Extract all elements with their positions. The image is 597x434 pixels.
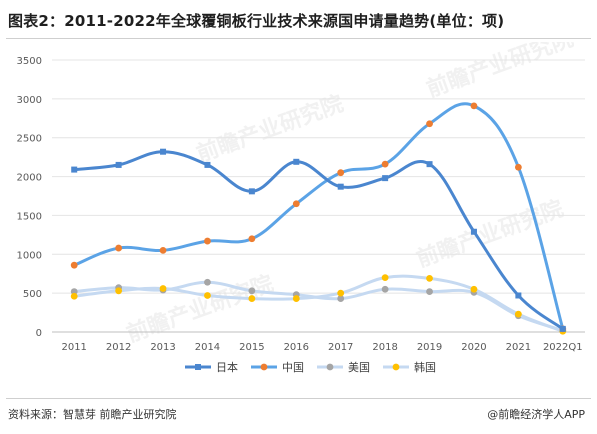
legend-label: 日本 — [216, 360, 238, 374]
data-point — [382, 175, 389, 182]
source-note: 资料来源：智慧芽 前瞻产业研究院 — [8, 408, 177, 421]
chart-title: 图表2：2011-2022年全球覆铜板行业技术来源国申请量趋势(单位：项) — [8, 12, 505, 30]
x-tick-label: 2011 — [61, 342, 86, 353]
legend-item: 美国 — [317, 361, 370, 374]
data-point — [292, 200, 300, 208]
x-tick-label: 2016 — [284, 342, 309, 353]
data-point — [248, 295, 256, 302]
data-point — [159, 247, 167, 254]
data-point — [470, 228, 477, 235]
data-point — [470, 102, 478, 110]
legend-marker — [260, 363, 268, 371]
legend-marker — [195, 364, 201, 370]
y-tick-label: 2500 — [17, 134, 42, 145]
data-point — [159, 285, 167, 292]
y-tick-label: 2000 — [17, 173, 42, 184]
y-tick-label: 1500 — [17, 211, 42, 222]
data-point — [559, 325, 566, 332]
x-tick-label: 2019 — [417, 342, 442, 353]
data-point — [381, 274, 389, 281]
legend-item: 日本 — [185, 360, 238, 374]
brand-label: @前瞻经济学人APP — [487, 408, 585, 421]
data-point — [470, 285, 478, 293]
data-point — [514, 163, 522, 171]
data-point — [160, 148, 167, 155]
data-point — [115, 161, 122, 168]
data-point — [70, 288, 78, 295]
grid-lines — [52, 59, 585, 333]
data-point — [71, 166, 78, 173]
legend-label: 美国 — [348, 361, 370, 374]
legend-label: 韩国 — [414, 360, 436, 374]
data-point — [292, 295, 300, 302]
series-0 — [71, 148, 566, 332]
y-tick-label: 0 — [36, 328, 42, 339]
series-layer — [70, 102, 567, 335]
x-tick-label: 2013 — [150, 342, 175, 353]
x-tick-label: 2021 — [506, 342, 531, 353]
watermark-text: 前瞻产业研究院 — [423, 42, 577, 103]
data-point — [248, 235, 256, 243]
data-point — [248, 287, 256, 295]
legend-label: 中国 — [282, 361, 304, 374]
data-point — [381, 160, 389, 168]
series-line — [72, 274, 565, 333]
x-tick-label: 2015 — [239, 342, 264, 353]
y-tick-label: 1000 — [17, 250, 42, 261]
data-point — [115, 287, 123, 295]
data-point — [115, 244, 123, 252]
x-tick-label: 2022Q1 — [543, 342, 583, 353]
y-tick-label: 3500 — [17, 56, 42, 67]
data-point — [204, 292, 211, 299]
y-tick-label: 500 — [23, 289, 42, 300]
data-point — [515, 292, 522, 299]
legend: 日本 中国 美国 韩国 — [185, 360, 436, 374]
y-tick-label: 3000 — [17, 95, 42, 106]
data-point — [426, 288, 433, 295]
data-point — [426, 274, 433, 282]
data-point — [381, 285, 389, 293]
data-point — [70, 292, 78, 300]
data-point — [337, 169, 345, 177]
footer-divider — [6, 398, 591, 399]
data-point — [248, 188, 255, 195]
data-point — [204, 278, 211, 286]
x-tick-label: 2012 — [106, 342, 131, 353]
data-point — [514, 310, 522, 318]
legend-item: 中国 — [251, 361, 304, 374]
data-point — [337, 183, 344, 190]
data-point — [293, 158, 300, 165]
data-point — [337, 295, 345, 302]
data-point — [204, 237, 211, 245]
x-tick-label: 2017 — [328, 342, 353, 353]
data-point — [426, 120, 433, 128]
watermark-text: 前瞻产业研究院 — [413, 196, 567, 273]
data-point — [337, 289, 345, 297]
data-point — [426, 161, 433, 168]
x-tick-label: 2018 — [372, 342, 397, 353]
legend-item: 韩国 — [383, 360, 436, 374]
x-tick-label: 2020 — [461, 342, 486, 353]
y-axis-ticks: 0 500 1000 1500 2000 2500 3000 3500 — [17, 56, 42, 339]
legend-marker — [326, 363, 334, 371]
data-point — [204, 161, 211, 168]
x-tick-label: 2014 — [195, 342, 220, 353]
series-3 — [70, 274, 567, 335]
data-point — [70, 261, 78, 269]
watermark-text: 前瞻产业研究院 — [193, 91, 347, 168]
x-axis-ticks: 2011 2012 2013 2014 2015 2016 2017 2018 2019 2020… — [61, 342, 582, 353]
title-divider — [6, 38, 591, 39]
legend-marker — [392, 363, 400, 371]
